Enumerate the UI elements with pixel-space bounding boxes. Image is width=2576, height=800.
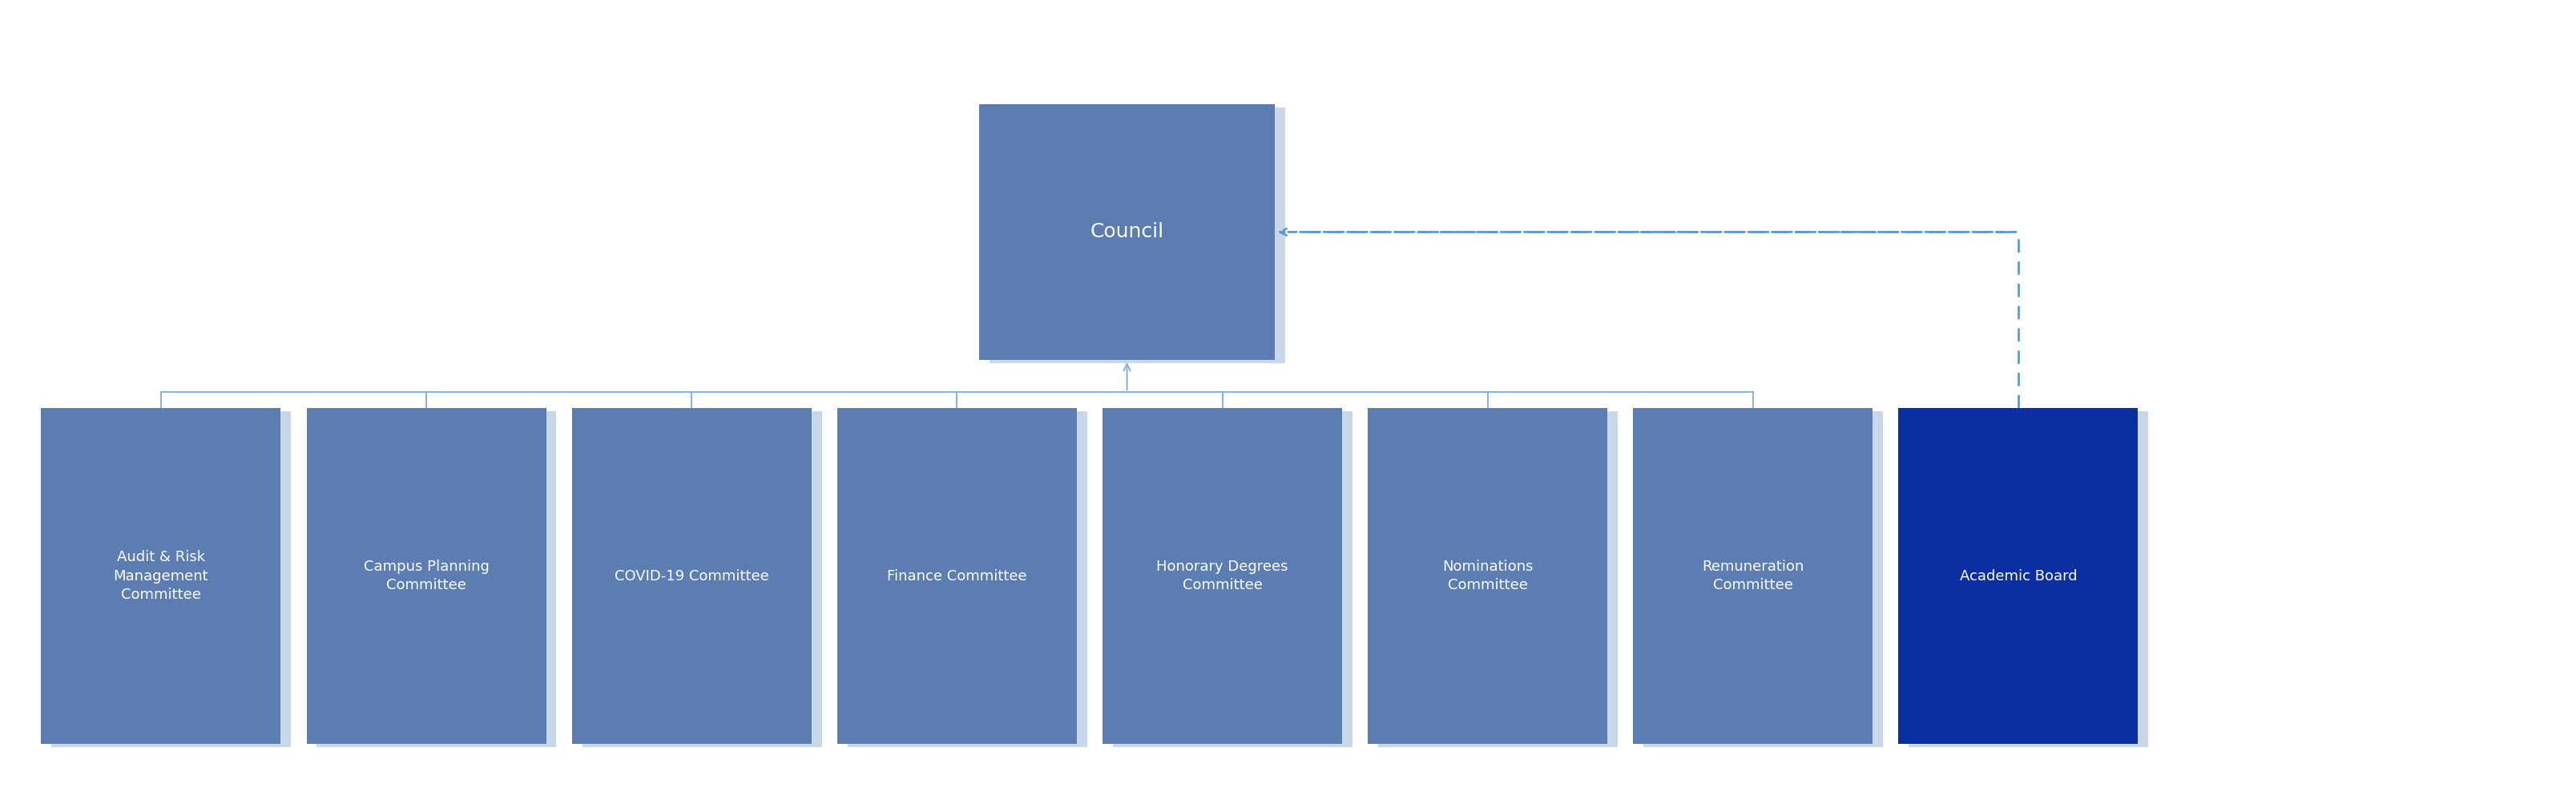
FancyBboxPatch shape xyxy=(1909,411,2148,747)
FancyBboxPatch shape xyxy=(1633,408,1873,744)
FancyBboxPatch shape xyxy=(307,408,546,744)
FancyBboxPatch shape xyxy=(52,411,291,747)
FancyBboxPatch shape xyxy=(1368,408,1607,744)
Text: Remuneration
Committee: Remuneration Committee xyxy=(1703,559,1803,593)
FancyBboxPatch shape xyxy=(317,411,556,747)
FancyBboxPatch shape xyxy=(1113,411,1352,747)
Text: Honorary Degrees
Committee: Honorary Degrees Committee xyxy=(1157,559,1288,593)
FancyBboxPatch shape xyxy=(1899,408,2138,744)
Text: Council: Council xyxy=(1090,222,1164,242)
Text: Audit & Risk
Management
Committee: Audit & Risk Management Committee xyxy=(113,550,209,602)
Text: Finance Committee: Finance Committee xyxy=(886,569,1028,583)
FancyBboxPatch shape xyxy=(979,104,1275,360)
FancyBboxPatch shape xyxy=(572,408,811,744)
FancyBboxPatch shape xyxy=(1103,408,1342,744)
FancyBboxPatch shape xyxy=(848,411,1087,747)
FancyBboxPatch shape xyxy=(989,107,1285,363)
FancyBboxPatch shape xyxy=(1378,411,1618,747)
FancyBboxPatch shape xyxy=(41,408,281,744)
FancyBboxPatch shape xyxy=(837,408,1077,744)
Text: COVID-19 Committee: COVID-19 Committee xyxy=(616,569,768,583)
Text: Nominations
Committee: Nominations Committee xyxy=(1443,559,1533,593)
FancyBboxPatch shape xyxy=(1643,411,1883,747)
FancyBboxPatch shape xyxy=(582,411,822,747)
Text: Academic Board: Academic Board xyxy=(1960,569,2076,583)
Text: Campus Planning
Committee: Campus Planning Committee xyxy=(363,559,489,593)
